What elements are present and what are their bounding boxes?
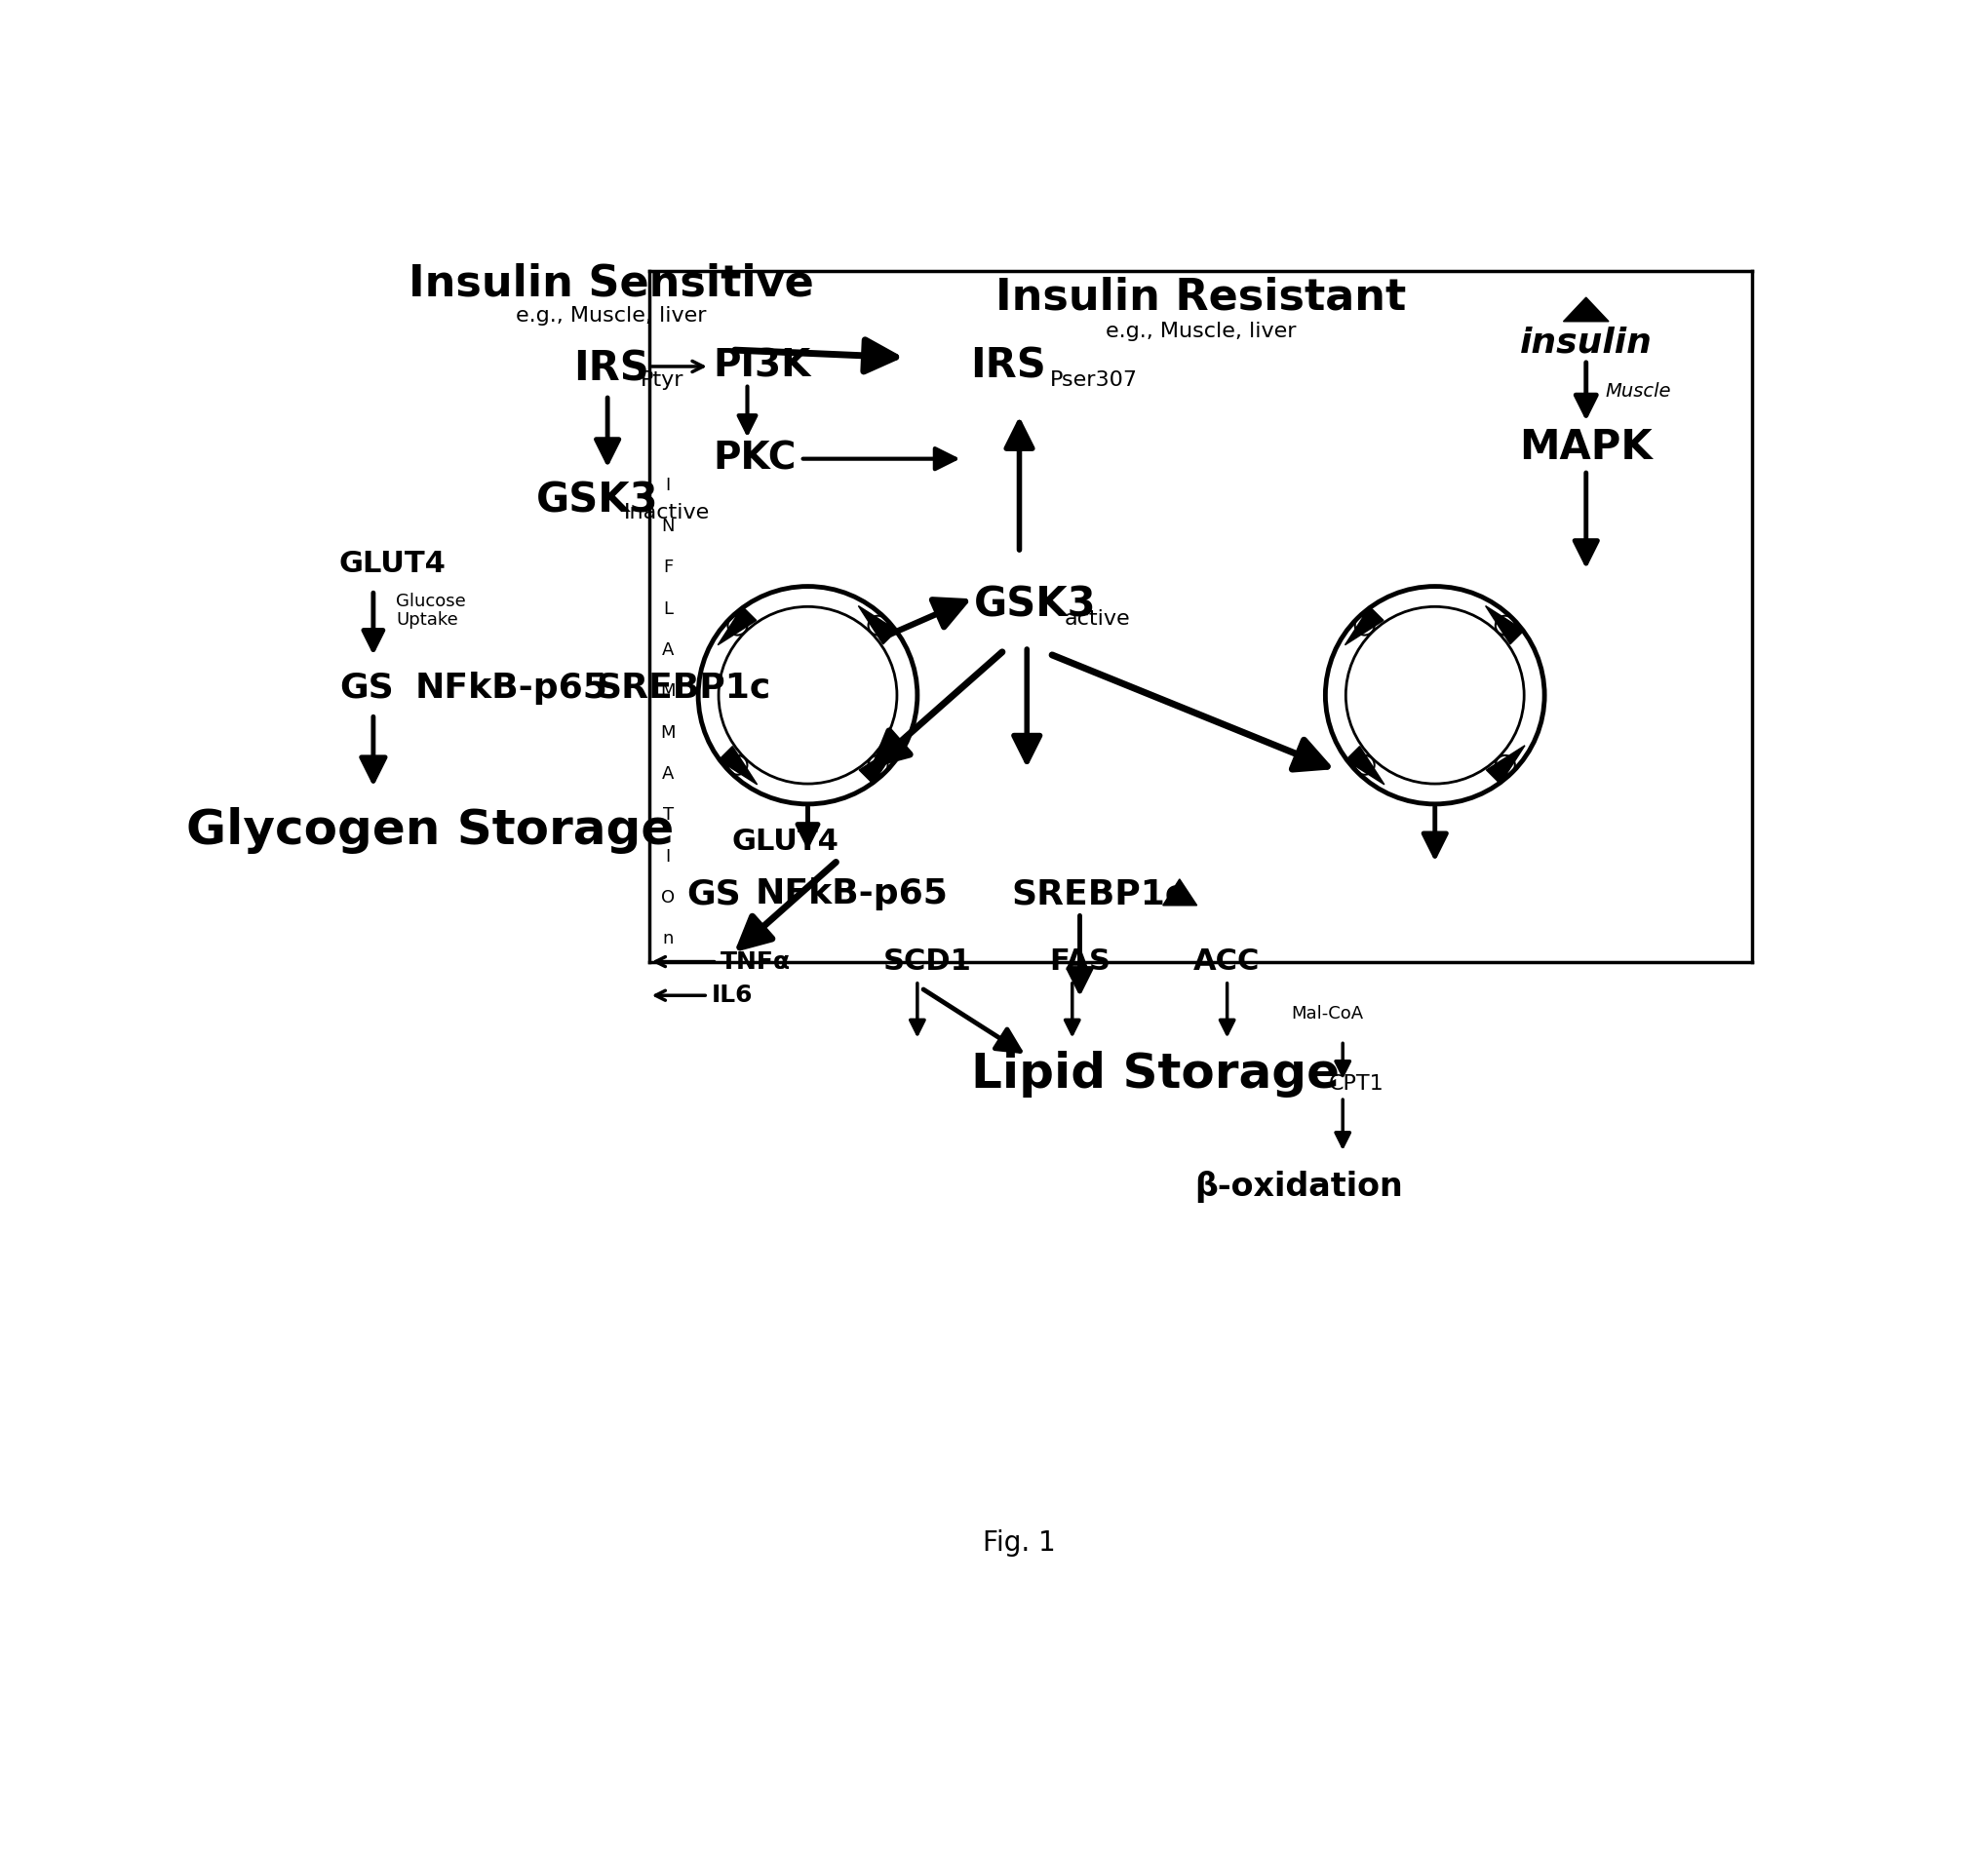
Text: insulin: insulin <box>1519 326 1652 359</box>
Polygon shape <box>718 606 755 645</box>
Text: A: A <box>662 641 674 660</box>
Text: Pser307: Pser307 <box>1050 371 1137 389</box>
Polygon shape <box>1163 878 1197 906</box>
Text: T: T <box>662 806 674 825</box>
Text: GSK3: GSK3 <box>535 480 658 521</box>
Polygon shape <box>859 606 897 645</box>
Text: MAPK: MAPK <box>1519 426 1652 469</box>
Polygon shape <box>1563 298 1608 321</box>
Text: GLUT4: GLUT4 <box>732 828 839 856</box>
Text: Ptyr: Ptyr <box>640 371 684 389</box>
Text: Lipid Storage: Lipid Storage <box>970 1051 1340 1097</box>
Text: Muscle: Muscle <box>1604 382 1670 400</box>
Text: CPT1: CPT1 <box>1328 1075 1384 1093</box>
Text: active: active <box>1064 610 1129 628</box>
Text: SREBP1c: SREBP1c <box>596 671 771 704</box>
Polygon shape <box>1344 606 1384 645</box>
Text: NFkB-p65: NFkB-p65 <box>415 671 608 704</box>
Text: M: M <box>660 682 676 700</box>
Text: NFkB-p65: NFkB-p65 <box>755 878 948 910</box>
Text: Inactive: Inactive <box>624 502 710 523</box>
Polygon shape <box>718 747 757 784</box>
Text: Glucose: Glucose <box>396 593 465 610</box>
Text: IRS: IRS <box>970 347 1046 387</box>
Text: n: n <box>662 930 674 949</box>
Text: A: A <box>662 765 674 782</box>
Polygon shape <box>1346 747 1384 784</box>
Text: GS: GS <box>340 671 394 704</box>
Text: Fig. 1: Fig. 1 <box>982 1531 1056 1557</box>
Text: I: I <box>666 476 670 495</box>
Text: PKC: PKC <box>714 441 795 478</box>
Text: L: L <box>662 600 672 617</box>
Text: N: N <box>662 517 674 536</box>
Text: Uptake: Uptake <box>396 611 457 628</box>
Text: β-oxidation: β-oxidation <box>1195 1171 1402 1203</box>
Text: GSK3: GSK3 <box>974 586 1095 626</box>
Polygon shape <box>1485 606 1523 645</box>
Text: M: M <box>660 725 676 741</box>
Text: F: F <box>662 560 672 576</box>
Text: O: O <box>660 889 674 906</box>
Text: TNFα: TNFα <box>720 951 791 973</box>
Text: Glycogen Storage: Glycogen Storage <box>187 806 674 854</box>
Text: Mal-CoA: Mal-CoA <box>1290 1006 1364 1023</box>
Text: IRS: IRS <box>573 348 648 389</box>
Text: SREBP1c: SREBP1c <box>1012 878 1187 910</box>
Text: PI3K: PI3K <box>714 348 811 385</box>
Text: FAS: FAS <box>1050 947 1111 977</box>
Text: GS: GS <box>686 878 742 910</box>
Text: GLUT4: GLUT4 <box>340 550 445 578</box>
Text: IL6: IL6 <box>712 984 753 1008</box>
Polygon shape <box>1485 745 1525 784</box>
Text: e.g., Muscle, liver: e.g., Muscle, liver <box>1105 321 1296 341</box>
Text: ACC: ACC <box>1193 947 1258 977</box>
Text: SCD1: SCD1 <box>883 947 972 977</box>
Text: Insulin Resistant: Insulin Resistant <box>994 276 1406 319</box>
Text: Insulin Sensitive: Insulin Sensitive <box>408 263 813 306</box>
Text: e.g., Muscle, liver: e.g., Muscle, liver <box>515 306 706 326</box>
Polygon shape <box>859 745 897 784</box>
Text: I: I <box>666 849 670 865</box>
